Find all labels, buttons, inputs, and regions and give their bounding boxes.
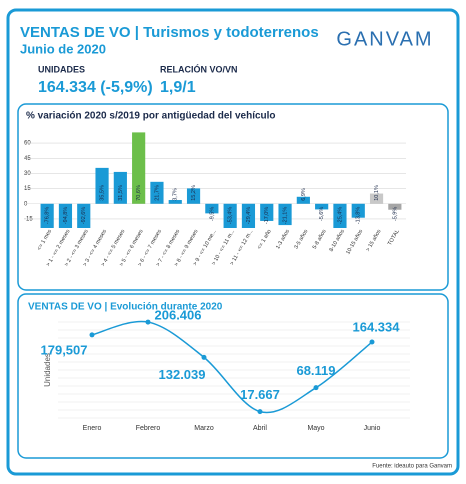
bar — [113, 171, 127, 204]
value-label: 164.334 — [353, 319, 401, 334]
value-label: -5,6% — [319, 207, 325, 221]
value-label: 10,1% — [374, 185, 380, 201]
bar — [77, 203, 91, 228]
bar — [186, 188, 201, 204]
bar — [296, 196, 310, 204]
x-tick-label: Mayo — [307, 425, 324, 432]
value-label: 21,7% — [154, 185, 160, 201]
value-label: 31,5% — [118, 185, 124, 201]
bar — [351, 203, 365, 218]
x-tick-label: Enero — [83, 425, 102, 432]
value-label: 35,5% — [100, 185, 106, 201]
chart-title: % variación 2020 s/2019 por antigüedad d… — [26, 111, 276, 122]
value-label: 179,507 — [41, 342, 88, 357]
bar — [241, 203, 256, 228]
point — [89, 332, 95, 338]
kpi-label: UNIDADES — [38, 64, 85, 74]
value-label: 17.667 — [240, 387, 280, 402]
frame — [6, 8, 460, 476]
value-label: 15,2% — [191, 185, 197, 201]
value-label: -94,8% — [63, 207, 69, 225]
value-label: -76,8% — [45, 207, 51, 225]
value-label: 70,6% — [136, 185, 142, 201]
value-label: 6,9% — [301, 188, 307, 201]
panel — [17, 103, 449, 291]
kpi-value: 164.334 (-5,9%) — [38, 79, 153, 96]
value-label: 132.039 — [159, 367, 206, 382]
bar — [150, 181, 164, 204]
value-label: -53,4% — [228, 207, 234, 225]
bars — [40, 132, 402, 228]
panel — [17, 293, 449, 459]
kpi-label: RELACIÓN VO/VN — [160, 63, 238, 74]
y-tick-label: 30 — [24, 171, 31, 177]
bar — [315, 203, 329, 210]
subtitle: Junio de 2020 — [20, 41, 106, 56]
bar — [278, 203, 292, 226]
bar — [223, 203, 237, 228]
value-label: 3,7% — [173, 188, 179, 201]
bar — [260, 203, 274, 221]
value-label: -13,8% — [356, 207, 362, 225]
y-tick-label: 15 — [24, 186, 31, 192]
y-tick-label: 45 — [24, 156, 31, 162]
bar — [95, 167, 109, 204]
bar — [132, 132, 146, 204]
y-axis-label: Unidades — [43, 353, 52, 387]
point — [145, 319, 151, 325]
title: VENTAS DE VO | Turismos y todoterrenos — [20, 24, 319, 41]
logo: GANVAM — [336, 28, 433, 50]
value-label: 206.406 — [155, 308, 202, 323]
bar — [369, 193, 384, 204]
value-label: -92,6% — [81, 207, 87, 225]
source: Fuente: ideauto para Ganvam — [372, 464, 452, 470]
y-tick-label: 60 — [24, 141, 31, 147]
value-label: 68.119 — [296, 363, 335, 378]
chart-title: VENTAS DE VO | Evolución durante 2020 — [28, 302, 223, 313]
bar — [205, 203, 219, 214]
kpi-value: 1,9/1 — [160, 79, 196, 96]
bar — [388, 203, 402, 210]
point — [257, 409, 263, 415]
value-label: -5,9% — [392, 207, 398, 221]
x-tick-label: Junio — [364, 425, 381, 432]
value-label: -25,4% — [337, 207, 343, 225]
y-tick-label: 0 — [24, 201, 28, 207]
value-label: -9,5% — [209, 207, 215, 221]
value-label: -21,1% — [283, 207, 289, 225]
bar — [40, 203, 54, 228]
x-tick-label: Febrero — [136, 425, 161, 432]
value-label: -29,4% — [246, 207, 252, 225]
value-label: -17,0% — [264, 207, 270, 225]
x-tick-label: Marzo — [194, 425, 214, 432]
bar — [58, 203, 73, 228]
x-tick-label: Abril — [253, 425, 267, 432]
bar — [333, 203, 347, 228]
point — [313, 385, 319, 391]
point — [369, 339, 375, 345]
bar — [168, 200, 182, 204]
y-tick-label: -15 — [24, 217, 33, 223]
point — [201, 354, 207, 360]
